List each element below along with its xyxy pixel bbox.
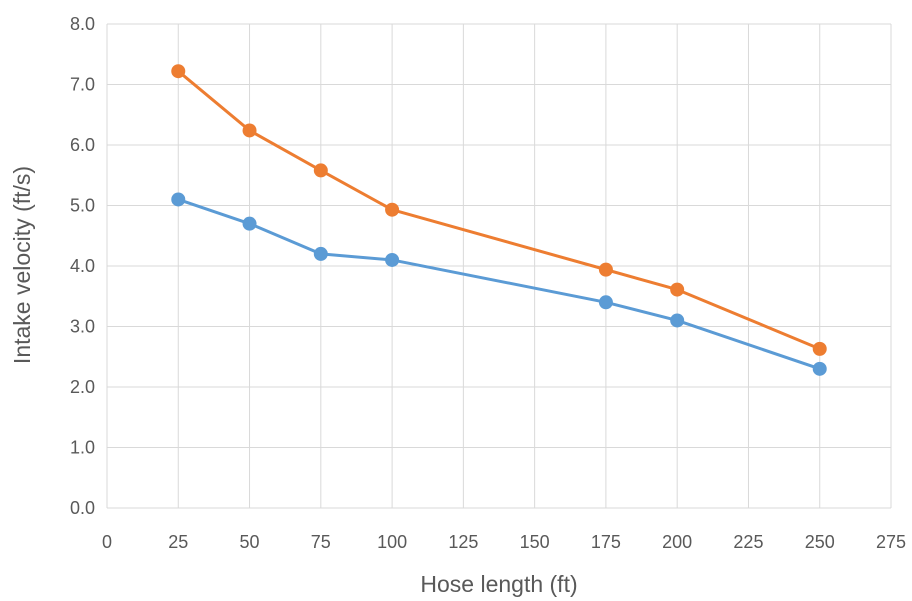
- series-line: [177, 198, 821, 371]
- y-tick-label: 1.0: [70, 438, 95, 458]
- data-point: [812, 361, 827, 376]
- data-point: [598, 295, 613, 310]
- y-tick-label: 4.0: [70, 256, 95, 276]
- data-point: [670, 313, 685, 328]
- x-tick-label: 225: [733, 532, 763, 552]
- x-tick-label: 175: [591, 532, 621, 552]
- x-tick-label: 100: [377, 532, 407, 552]
- series-line: [177, 70, 821, 351]
- data-point: [385, 252, 400, 267]
- series-layer: [171, 64, 827, 376]
- series-1: [171, 192, 827, 376]
- y-tick-label: 3.0: [70, 317, 95, 337]
- x-tick-label: 75: [311, 532, 331, 552]
- x-tick-label: 150: [520, 532, 550, 552]
- x-tick-label: 125: [448, 532, 478, 552]
- data-point: [670, 282, 685, 297]
- y-tick-label: 0.0: [70, 498, 95, 518]
- y-tick-label: 2.0: [70, 377, 95, 397]
- data-point: [313, 163, 328, 178]
- x-axis-title: Hose length (ft): [420, 571, 577, 597]
- x-tick-labels: 0 25 50 75 100 125 150 175 200 225 250 275: [102, 532, 906, 552]
- data-point: [313, 246, 328, 261]
- data-point: [812, 341, 827, 356]
- data-point: [242, 216, 257, 231]
- x-tick-label: 200: [662, 532, 692, 552]
- data-point: [171, 64, 186, 79]
- y-tick-label: 5.0: [70, 196, 95, 216]
- x-tick-label: 25: [168, 532, 188, 552]
- x-tick-label: 275: [876, 532, 906, 552]
- x-tick-label: 250: [805, 532, 835, 552]
- data-point: [171, 192, 186, 207]
- y-tick-label: 8.0: [70, 14, 95, 34]
- data-point: [598, 262, 613, 277]
- y-axis-title: Intake velocity (ft/s): [9, 166, 35, 364]
- x-tick-label: 50: [240, 532, 260, 552]
- y-tick-labels: 0.0 1.0 2.0 3.0 4.0 5.0 6.0 7.0 8.0: [70, 14, 95, 518]
- x-tick-label: 0: [102, 532, 112, 552]
- y-tick-label: 7.0: [70, 75, 95, 95]
- y-tick-label: 6.0: [70, 135, 95, 155]
- data-point: [242, 123, 257, 138]
- y-gridlines: [107, 23, 891, 509]
- series-2: [171, 64, 827, 356]
- data-point: [385, 202, 400, 217]
